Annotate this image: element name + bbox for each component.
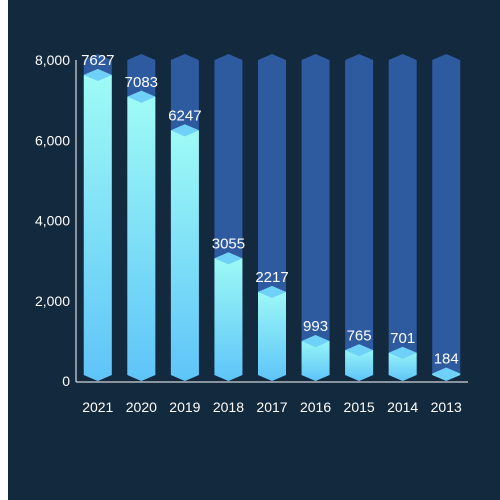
bar-cap-2019 bbox=[170, 124, 199, 137]
x-tick-label-2015: 2015 bbox=[344, 399, 375, 415]
data-label-2019: 6247 bbox=[168, 107, 201, 124]
data-label-2021: 7627 bbox=[81, 52, 114, 69]
data-labels: 7627 7083 6247 3055 2217 993 765 701 184 bbox=[81, 52, 459, 368]
data-label-2014: 701 bbox=[390, 330, 415, 347]
bar-track-2015 bbox=[345, 54, 374, 381]
bar-layer bbox=[83, 68, 461, 382]
bar-2017[interactable] bbox=[258, 286, 286, 381]
data-label-2017: 2217 bbox=[255, 269, 288, 286]
y-tick-label: 0 bbox=[62, 373, 70, 389]
y-tick-label: 6,000 bbox=[35, 132, 70, 148]
bar-cap-2021 bbox=[83, 68, 112, 81]
x-tick-labels: 2021 2020 2019 2018 2017 2016 2015 2014 2013 bbox=[82, 399, 462, 415]
x-tick-label-2020: 2020 bbox=[126, 399, 157, 415]
y-tick-label: 4,000 bbox=[35, 213, 70, 229]
chart-panel: 0 2,000 4,000 6,000 8,000 2021 2020 2019 2018 20… bbox=[8, 0, 500, 500]
bar-cap-2013 bbox=[432, 367, 461, 380]
bar-cap-2015 bbox=[345, 344, 374, 357]
data-label-2015: 765 bbox=[347, 327, 372, 344]
bar-2019[interactable] bbox=[170, 124, 199, 382]
bar-track-2013 bbox=[432, 54, 461, 381]
data-label-2013: 184 bbox=[434, 351, 459, 368]
x-tick-label-2017: 2017 bbox=[256, 399, 287, 415]
data-label-2020: 7083 bbox=[125, 74, 158, 91]
bar-cap-2018 bbox=[214, 252, 243, 265]
bar-2020[interactable] bbox=[127, 90, 156, 382]
x-tick-label-2021: 2021 bbox=[82, 399, 113, 415]
bar-track-2014 bbox=[388, 54, 417, 381]
x-tick-label-2018: 2018 bbox=[213, 399, 244, 415]
data-label-2016: 993 bbox=[303, 318, 328, 335]
bar-2021[interactable] bbox=[83, 68, 112, 382]
y-tick-labels: 0 2,000 4,000 6,000 8,000 bbox=[35, 52, 70, 389]
data-label-2018: 3055 bbox=[212, 235, 245, 252]
y-tick-label: 2,000 bbox=[35, 293, 70, 309]
bar-track-2016 bbox=[301, 54, 330, 381]
x-tick-label-2016: 2016 bbox=[300, 399, 331, 415]
y-tick-label: 8,000 bbox=[35, 52, 70, 68]
x-tick-label-2013: 2013 bbox=[431, 399, 462, 415]
bar-2018[interactable] bbox=[214, 252, 243, 381]
x-tick-label-2019: 2019 bbox=[169, 399, 200, 415]
bar-2015[interactable] bbox=[345, 344, 374, 381]
axes bbox=[75, 60, 468, 383]
x-tick-label-2014: 2014 bbox=[387, 399, 418, 415]
bar-cap-2014 bbox=[388, 346, 417, 359]
bar-cap-2016 bbox=[301, 335, 330, 348]
bar-cap-2017 bbox=[258, 286, 286, 299]
bar-2016[interactable] bbox=[301, 335, 330, 381]
